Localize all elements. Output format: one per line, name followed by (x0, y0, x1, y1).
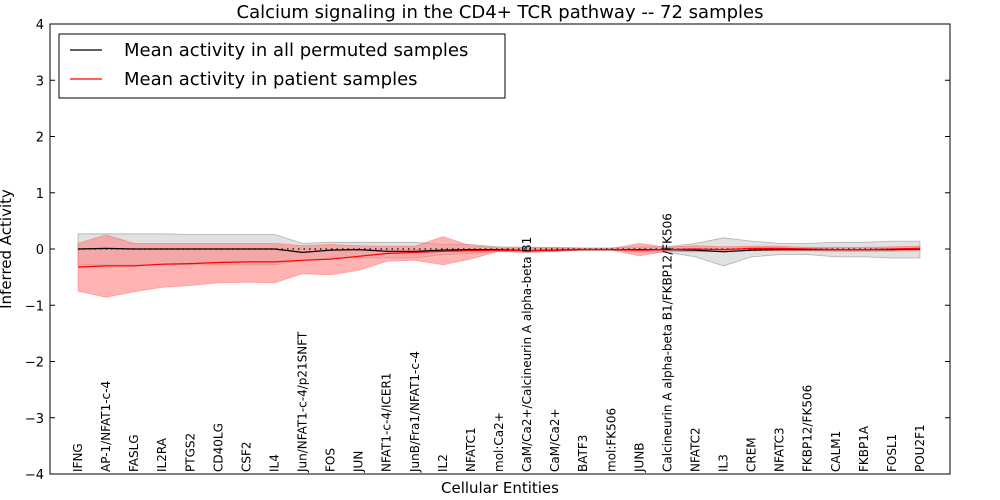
category-labels: IFNG AP-1/NFAT1-c-4 FASLG IL2RA PTGS2 CD40LG C… (71, 213, 927, 473)
category-label: NFATC3 (773, 427, 787, 472)
y-tick-label: −4 (25, 468, 44, 483)
category-label: IL2 (436, 454, 450, 472)
y-tick-label: 4 (36, 18, 44, 33)
bands-layer (77, 233, 921, 298)
category-label: CaM/Ca2+/Calcineurin A alpha-beta B1 (520, 237, 534, 472)
category-label: CaM/Ca2+ (548, 408, 562, 472)
category-label: POU2F1 (913, 424, 927, 472)
category-label: NFATC2 (689, 427, 703, 472)
series-line-1 (77, 247, 921, 268)
y-axis-title: Inferred Activity (0, 189, 15, 309)
y-tick-label: −3 (25, 412, 44, 427)
x-axis-title: Cellular Entities (441, 479, 559, 497)
category-label: NFATC1 (464, 427, 478, 472)
category-label: IL3 (717, 454, 731, 472)
category-label: FASLG (127, 434, 141, 472)
category-label: PTGS2 (183, 433, 197, 472)
category-label: BATF3 (576, 435, 590, 472)
ticks-layer: −4 −3 −2 −1 0 1 2 3 4 (25, 18, 950, 483)
category-label: FOSL1 (885, 434, 899, 472)
category-label: Jun/NFAT1-c-4/p21SNFT (296, 331, 310, 473)
y-tick-label: 1 (36, 187, 44, 202)
lines-layer (77, 247, 921, 268)
category-label: IL2RA (155, 437, 169, 472)
category-label: FOS (324, 448, 338, 472)
y-tick-label: 0 (36, 243, 44, 258)
category-label: Calcineurin A alpha-beta B1/FKBP12/FK506 (660, 213, 674, 472)
category-label: mol:FK506 (604, 408, 618, 472)
category-label: JUNB (632, 442, 646, 473)
legend-label-patient: Mean activity in patient samples (124, 69, 418, 90)
y-tick-label: 3 (36, 74, 44, 89)
y-tick-label: −2 (25, 356, 44, 371)
category-label: CALM1 (829, 431, 843, 472)
category-label: CREM (745, 437, 759, 472)
category-label: CSF2 (239, 441, 253, 472)
legend-label-permuted: Mean activity in all permuted samples (124, 40, 468, 61)
category-label: FKBP1A (857, 425, 871, 472)
category-label: IL4 (268, 454, 282, 472)
category-label: mol:Ca2+ (492, 412, 506, 472)
category-label: JUN (352, 451, 366, 473)
category-label: NFAT1-c-4/ICER1 (380, 373, 394, 472)
category-label: FKBP12/FK506 (801, 385, 815, 472)
y-tick-label: 2 (36, 131, 44, 146)
category-label: IFNG (71, 443, 85, 472)
category-label: JunB/Fra1/NFAT1-c-4 (408, 351, 422, 473)
chart-title: Calcium signaling in the CD4+ TCR pathwa… (237, 2, 764, 23)
category-label: AP-1/NFAT1-c-4 (99, 381, 113, 472)
y-tick-label: −1 (25, 299, 44, 314)
legend-box (58, 33, 506, 99)
legend: Mean activity in all permuted samples Me… (58, 33, 506, 99)
category-label: CD40LG (211, 423, 225, 472)
